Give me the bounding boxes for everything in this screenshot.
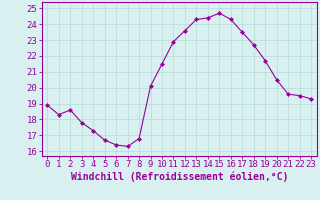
X-axis label: Windchill (Refroidissement éolien,°C): Windchill (Refroidissement éolien,°C) [70,172,288,182]
